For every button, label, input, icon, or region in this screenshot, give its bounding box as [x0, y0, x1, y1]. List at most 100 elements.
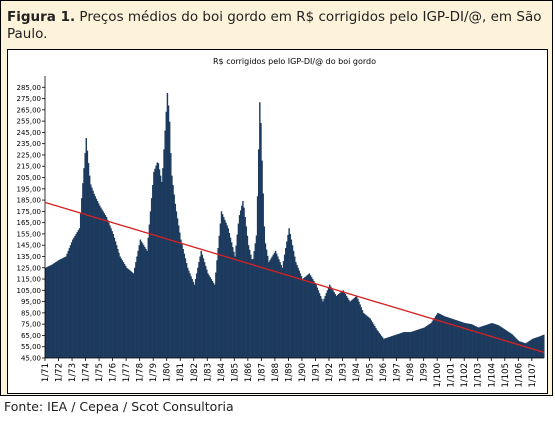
series-bar [228, 232, 231, 358]
series-bar [296, 264, 298, 358]
series-bar [269, 260, 271, 358]
series-bar [413, 330, 415, 358]
y-tick-label: 165,00 [17, 219, 42, 227]
x-tick-label: 1/85 [230, 363, 240, 382]
series-bar [227, 228, 229, 358]
y-tick-label: 175,00 [17, 208, 42, 216]
series-bar [325, 293, 328, 358]
series-bar [225, 222, 227, 358]
series-bar [154, 168, 156, 358]
series-bar [436, 314, 438, 358]
y-tick-label: 105,00 [17, 287, 42, 295]
series-bar [262, 193, 264, 358]
series-bar [59, 259, 62, 358]
series-bar [396, 334, 399, 358]
series-bar [70, 242, 73, 358]
series-bar [218, 235, 220, 358]
series-bar [313, 280, 315, 358]
series-bar [256, 196, 259, 358]
series-bar [352, 298, 355, 358]
series-bar [81, 198, 83, 358]
series-bar [405, 332, 408, 358]
series-bar [326, 290, 329, 358]
series-bar [504, 329, 507, 358]
series-bar [434, 316, 437, 358]
y-tick-label: 145,00 [17, 242, 42, 250]
series-bar [414, 330, 417, 358]
series-bar [259, 102, 261, 358]
series-bar [514, 337, 517, 358]
series-bar [286, 241, 288, 358]
series-bar [264, 243, 267, 358]
series-bar [394, 335, 396, 358]
series-bar [483, 325, 485, 358]
x-tick-label: 1/82 [190, 363, 200, 382]
series-bar [196, 273, 198, 358]
y-tick-label: 95,00 [21, 298, 41, 306]
series-bar [459, 321, 462, 358]
series-bar [503, 329, 506, 358]
series-bar [501, 327, 503, 358]
series-bar [451, 318, 454, 358]
series-bar [135, 262, 137, 358]
series-bar [362, 312, 365, 358]
x-tick-label: 1/98 [406, 363, 416, 382]
series-bar [105, 217, 108, 358]
series-bar [57, 260, 59, 358]
chart-area: R$ corrigidos pelo IGP-DI/@ do boi gordo… [7, 49, 548, 394]
series-bar [235, 245, 237, 358]
series-bar [472, 324, 474, 358]
series-bar [111, 231, 113, 358]
series-bar [69, 245, 72, 358]
series-bar [123, 264, 126, 358]
series-bar [283, 254, 286, 358]
series-bar [164, 130, 166, 358]
x-tick-label: 1/84 [217, 363, 227, 382]
series-bar [114, 241, 117, 358]
x-tick-label: 1/97 [393, 363, 403, 382]
series-bar [454, 319, 456, 358]
series-bar [167, 105, 170, 358]
series-bar [420, 328, 422, 358]
y-tick-label: 55,00 [21, 343, 41, 351]
series-bar [315, 284, 317, 358]
series-bar [161, 181, 163, 358]
series-bar [527, 341, 529, 358]
series-bar [443, 316, 446, 358]
series-bar [508, 332, 510, 358]
x-tick-label: 1/80 [163, 363, 173, 382]
x-tick-label: 1/94 [352, 363, 362, 382]
series-bar [197, 267, 199, 358]
series-bar [251, 259, 253, 358]
series-bar [532, 338, 535, 358]
series-bar [539, 336, 542, 358]
series-bar [469, 323, 472, 358]
series-bar [540, 335, 543, 358]
series-bar [220, 211, 223, 358]
series-bar [61, 258, 64, 358]
series-bar [342, 290, 344, 358]
series-bar [403, 332, 405, 358]
series-bar [48, 266, 50, 358]
series-bar [85, 138, 87, 358]
series-bar [541, 335, 544, 358]
series-bar [208, 275, 210, 358]
series-bar [51, 264, 54, 358]
series-bar [60, 258, 63, 358]
x-tick-label: 1/107 [528, 363, 538, 388]
series-bar [526, 342, 528, 358]
series-bar [447, 317, 449, 358]
series-bar [350, 300, 352, 358]
series-bar [379, 334, 382, 358]
series-bar [543, 334, 545, 358]
series-bar [427, 325, 429, 358]
series-bar [138, 245, 140, 358]
x-tick-label: 1/87 [257, 363, 267, 382]
series-bar [194, 279, 197, 358]
series-bar [319, 295, 322, 358]
series-bar [421, 328, 423, 358]
figure-frame: Figura 1. Preços médios do boi gordo em … [0, 0, 553, 396]
x-tick-label: 1/93 [339, 363, 349, 382]
series-bar [130, 271, 133, 358]
series-bar [419, 329, 421, 358]
